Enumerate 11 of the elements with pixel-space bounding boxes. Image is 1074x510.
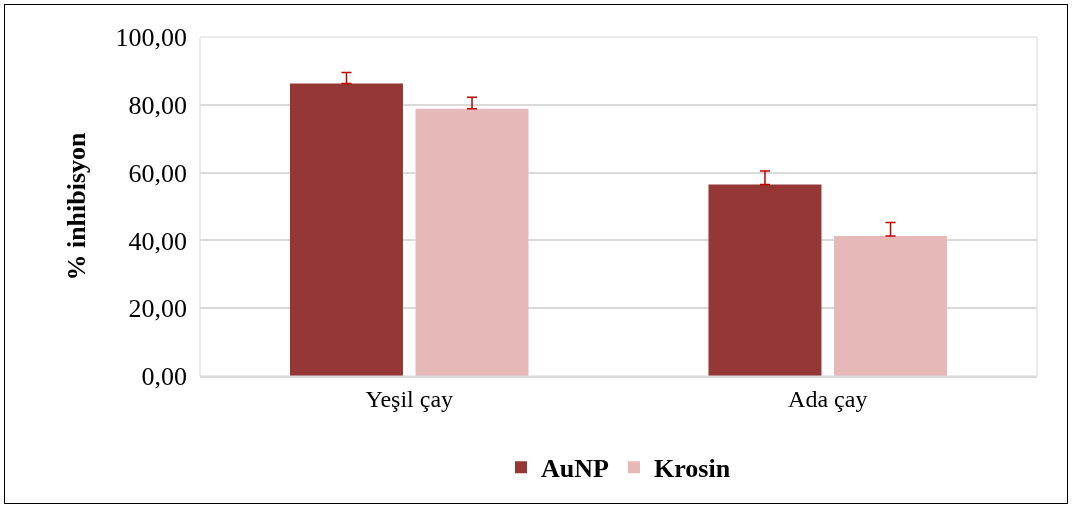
x-tick-label: Yeşil çay (365, 385, 454, 412)
y-tick-label: 0,00 (141, 362, 187, 392)
y-tick-label: 80,00 (128, 90, 187, 120)
y-tick-label: 40,00 (128, 226, 187, 256)
legend-label: Krosin (654, 454, 731, 484)
y-tick-label: 20,00 (128, 294, 187, 324)
legend-label: AuNP (541, 454, 610, 484)
y-tick-label: 100,00 (115, 23, 187, 53)
x-tick-label: Ada çay (788, 385, 868, 412)
y-tick-label: 60,00 (128, 158, 187, 188)
y-axis-title: % inhibisyon (61, 131, 91, 281)
